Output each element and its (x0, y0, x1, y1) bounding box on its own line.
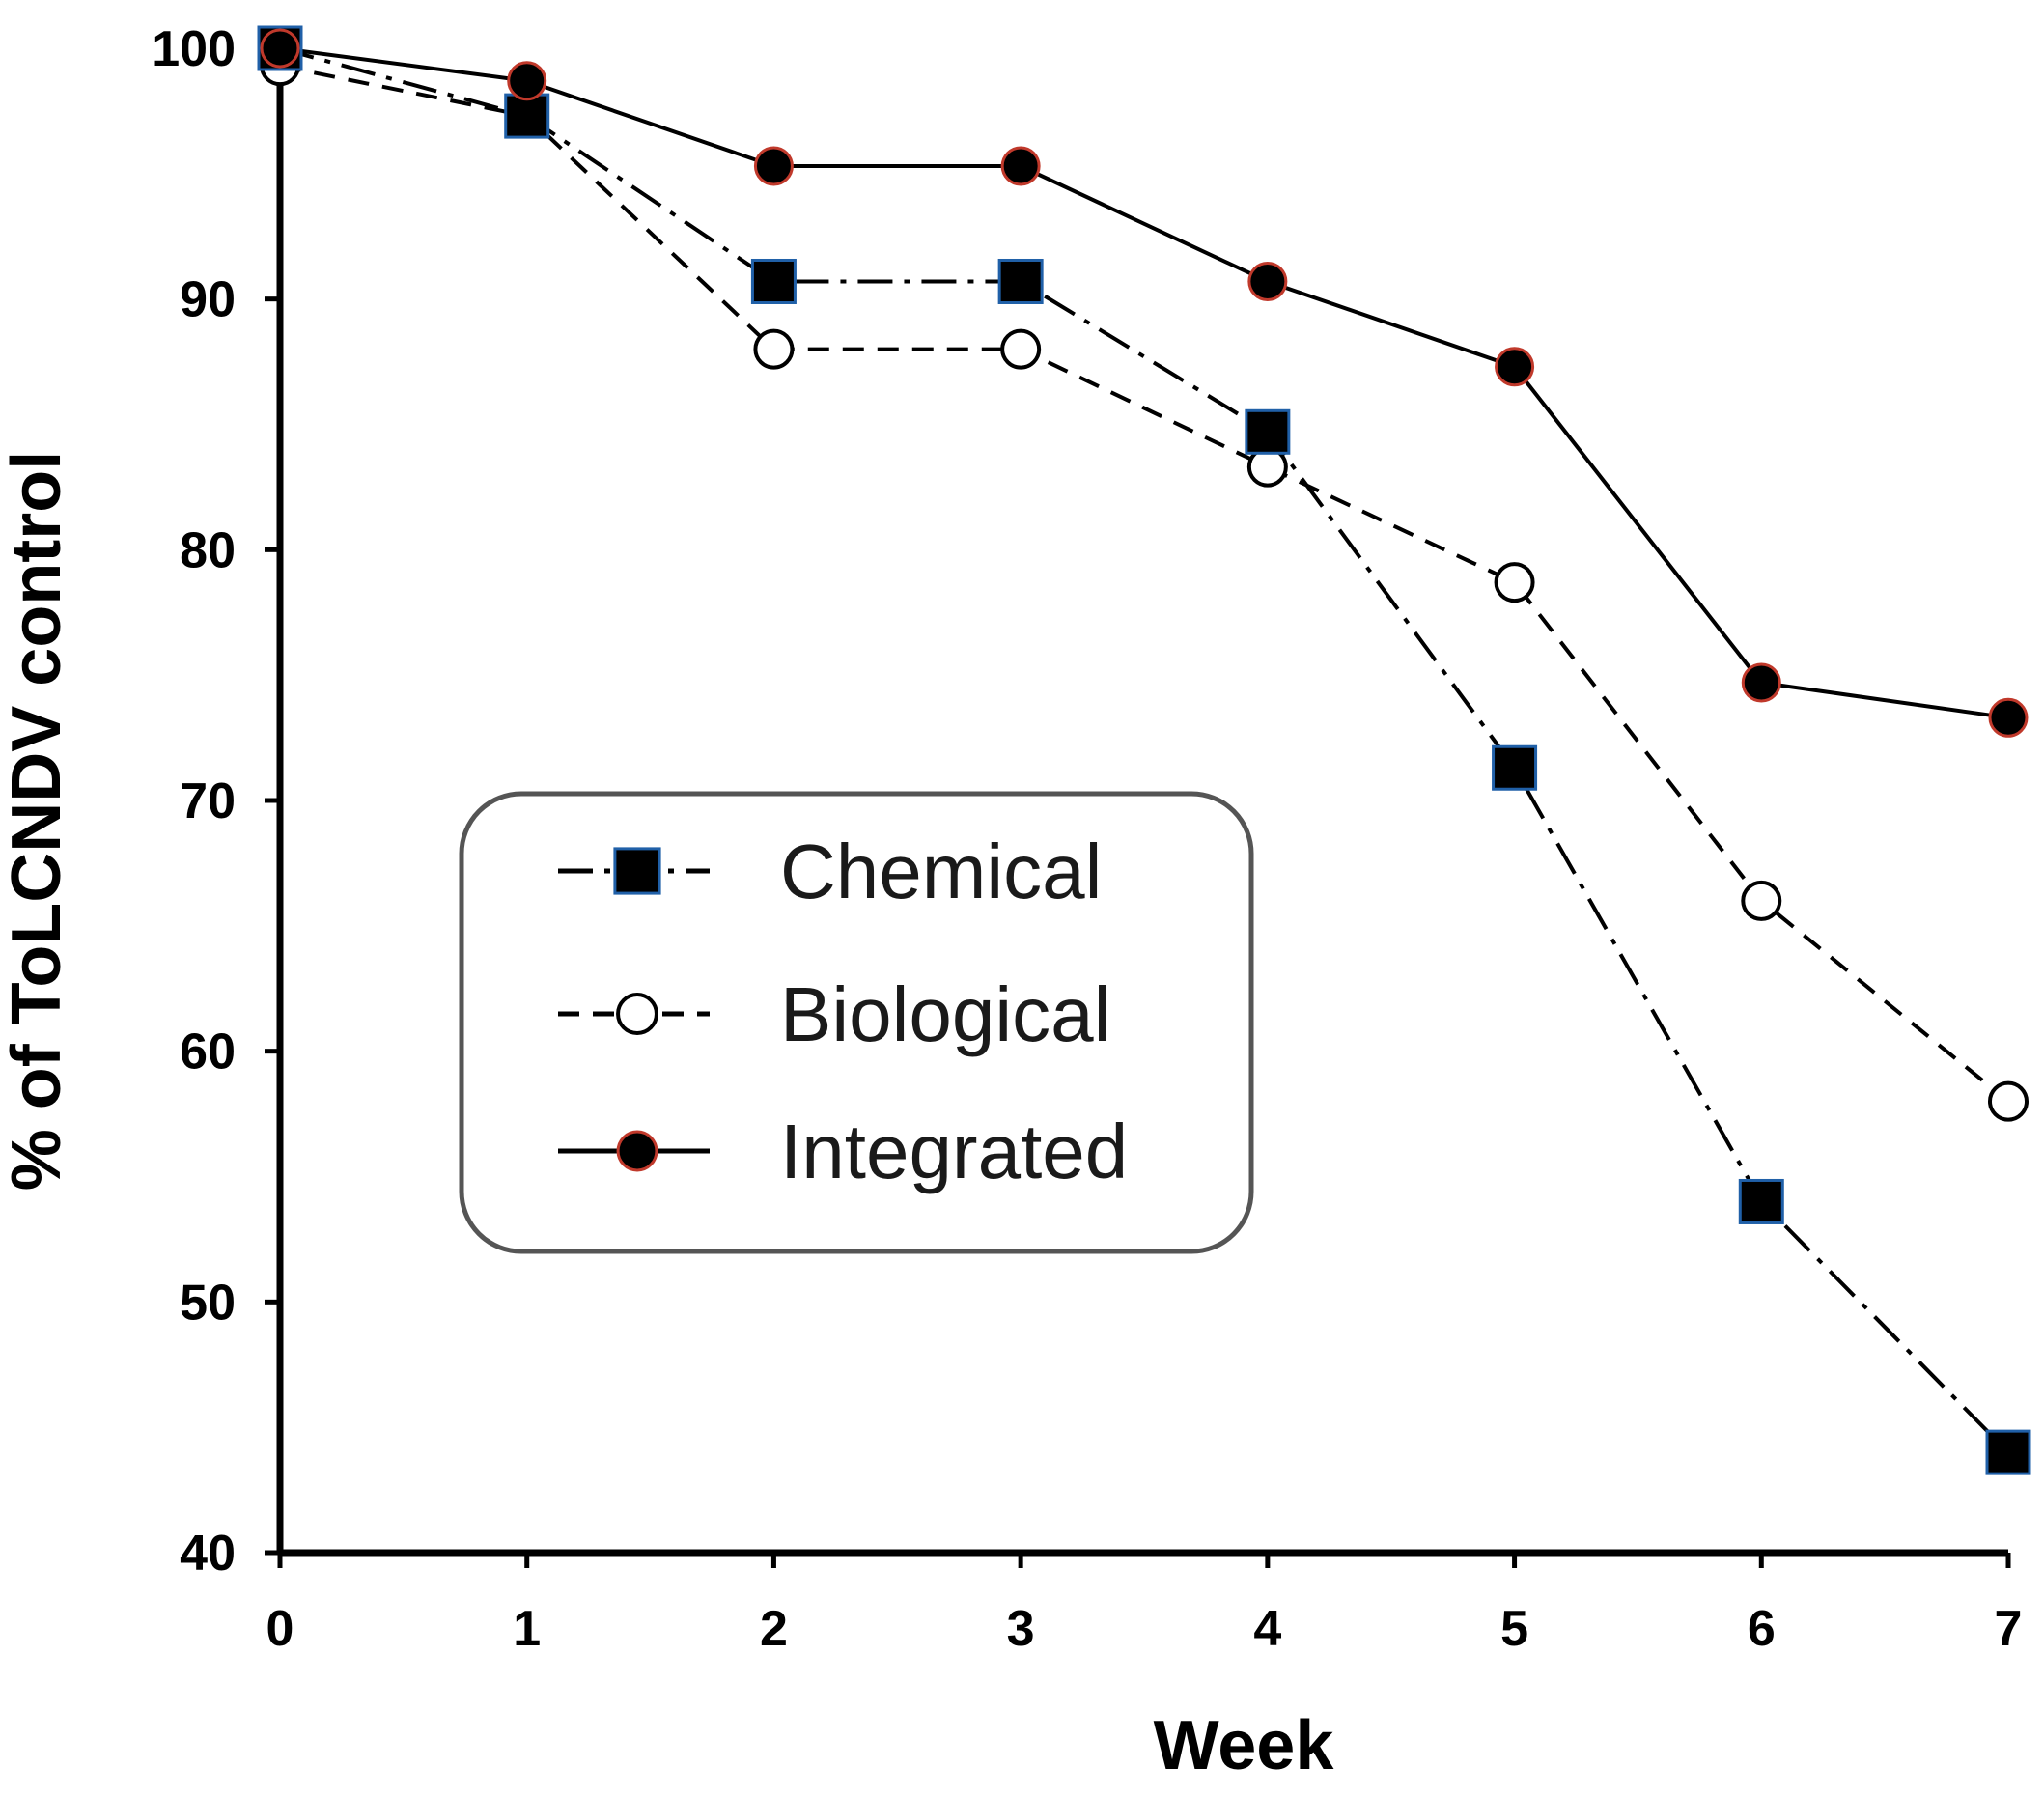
series-line-biological (279, 64, 2010, 1104)
x-tick-label: 2 (760, 1601, 788, 1657)
y-tick-label: 70 (180, 773, 236, 829)
legend: Chemical Biological Integrated (459, 791, 1254, 1254)
series-lines (279, 46, 2010, 1454)
legend-label-biological: Biological (780, 971, 1110, 1057)
y-tick-label: 60 (180, 1024, 236, 1080)
x-tick-label: 7 (1995, 1601, 2023, 1657)
x-tick-label: 4 (1253, 1601, 1281, 1657)
series-line-chemical (279, 46, 2010, 1454)
legend-label-chemical: Chemical (780, 828, 1102, 914)
data-point-biological (1741, 880, 1782, 921)
y-tick-label: 40 (180, 1526, 236, 1582)
data-point-biological (1000, 328, 1042, 370)
series-markers (257, 25, 2031, 1475)
data-point-chemical (504, 93, 550, 139)
axes: 40 50 60 70 80 90 100 0 1 2 3 4 5 6 7 (152, 21, 2022, 1657)
data-point-chemical (750, 258, 797, 304)
y-axis-title: % of ToLCNDV control (0, 451, 75, 1192)
data-point-biological (753, 328, 795, 370)
data-point-integrated (260, 28, 300, 69)
legend-box (459, 791, 1254, 1254)
series-line-integrated (279, 46, 2009, 720)
data-point-integrated (1495, 347, 1535, 387)
data-point-integrated (753, 146, 794, 186)
x-tick-label: 6 (1748, 1601, 1776, 1657)
x-axis-title: Week (1154, 1707, 1335, 1784)
x-tick-label: 5 (1500, 1601, 1528, 1657)
legend-marker-integrated (616, 1130, 658, 1172)
legend-marker-chemical (613, 847, 661, 895)
y-tick-label: 90 (180, 272, 236, 328)
data-point-integrated (507, 61, 547, 101)
y-tick-label: 100 (152, 21, 236, 77)
data-point-chemical (1245, 408, 1291, 455)
y-tick-label: 50 (180, 1275, 236, 1331)
data-point-integrated (1741, 662, 1781, 703)
data-point-integrated (1988, 697, 2029, 738)
data-point-chemical (1738, 1178, 1784, 1224)
data-point-biological (1494, 562, 1535, 603)
data-point-chemical (997, 258, 1044, 304)
y-tick-label: 80 (180, 522, 236, 578)
data-point-chemical (1985, 1429, 2031, 1475)
data-point-integrated (1247, 261, 1288, 301)
x-tick-label: 1 (513, 1601, 541, 1657)
data-point-chemical (1492, 744, 1538, 791)
legend-label-integrated: Integrated (780, 1108, 1128, 1194)
data-point-biological (1988, 1080, 2029, 1122)
x-tick-label: 3 (1007, 1601, 1035, 1657)
data-point-integrated (1000, 146, 1041, 186)
legend-marker-biological (616, 993, 658, 1035)
x-tick-label: 0 (266, 1601, 294, 1657)
